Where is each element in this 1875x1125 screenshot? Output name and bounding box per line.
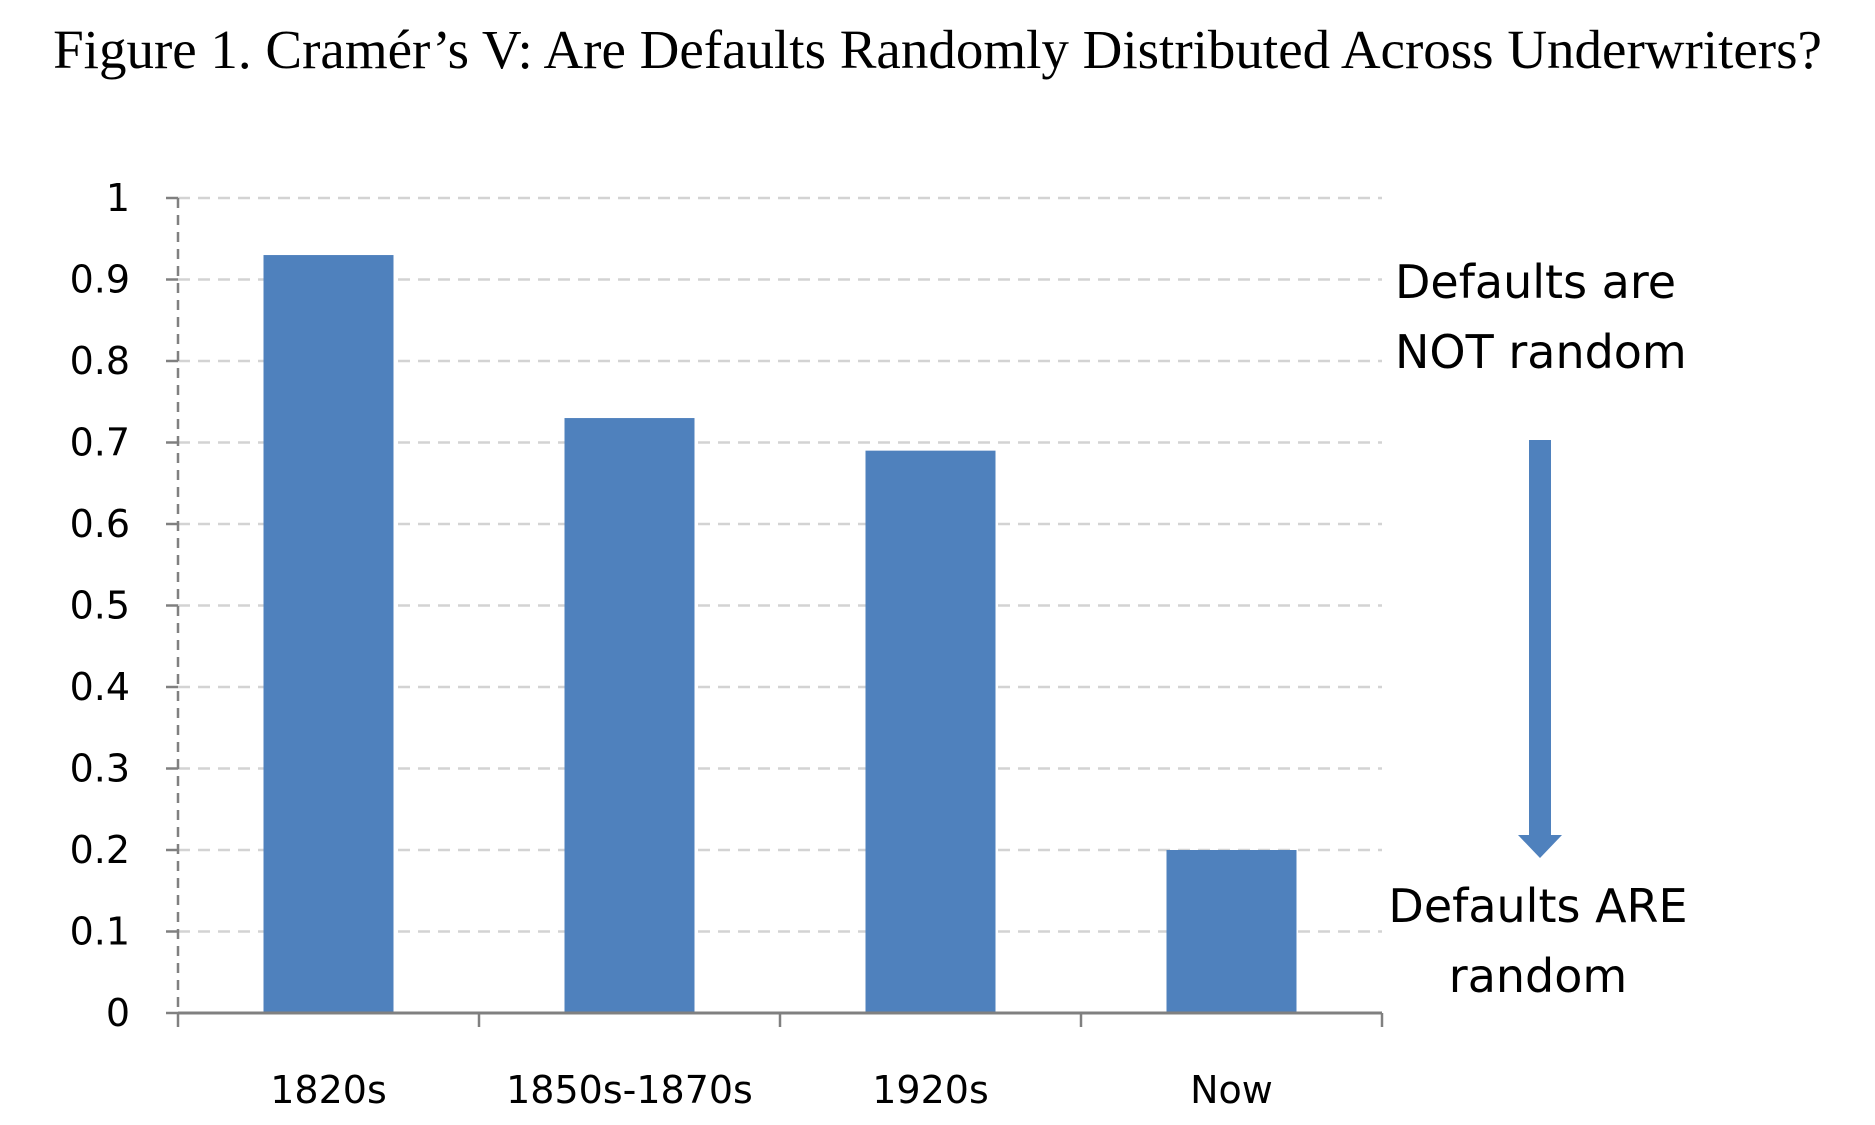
arrow-head: [1518, 835, 1562, 858]
annotation-bottom-line-1: Defaults ARE: [1388, 879, 1687, 933]
x-category-label: 1820s: [270, 1068, 387, 1112]
y-tick-label: 0: [106, 991, 130, 1035]
axes: [166, 196, 1384, 1027]
x-category-label: 1920s: [872, 1068, 989, 1112]
y-tick-label: 0.9: [70, 258, 130, 302]
y-tick-label: 0.1: [70, 910, 130, 954]
bar-1820s: [263, 255, 394, 1014]
y-tick-label: 0.3: [70, 747, 130, 791]
y-tick-label: 0.6: [70, 502, 130, 546]
y-tick-label: 0.2: [70, 828, 130, 872]
y-tick-label: 0.5: [70, 584, 130, 628]
bar-1850s-1870s: [564, 418, 695, 1013]
annotation-top-line-2: NOT random: [1395, 325, 1687, 379]
y-tick-label: 0.8: [70, 339, 130, 383]
bars: [263, 255, 1297, 1014]
x-category-label: 1850s-1870s: [506, 1068, 753, 1112]
x-axis-category-labels: 1820s 1850s-1870s 1920s Now: [270, 1068, 1273, 1112]
y-tick-label: 1: [106, 176, 130, 220]
chart-title: Figure 1. Cramér’s V: Are Defaults Rando…: [53, 19, 1822, 80]
y-tick-label: 0.4: [70, 665, 130, 709]
bar-1920s: [865, 450, 996, 1013]
down-arrow-icon: [1518, 440, 1562, 858]
arrow-shaft: [1529, 440, 1551, 835]
annotations: Defaults are NOT random Defaults ARE ran…: [1388, 255, 1687, 1003]
bar-now: [1166, 850, 1297, 1013]
x-category-label: Now: [1190, 1068, 1273, 1112]
y-axis-tick-labels: 0 0.1 0.2 0.3 0.4 0.5 0.6 0.7 0.8 0.9 1: [70, 176, 130, 1035]
annotation-bottom-line-2: random: [1449, 949, 1627, 1003]
annotation-top-line-1: Defaults are: [1395, 255, 1676, 309]
y-tick-label: 0.7: [70, 421, 130, 465]
